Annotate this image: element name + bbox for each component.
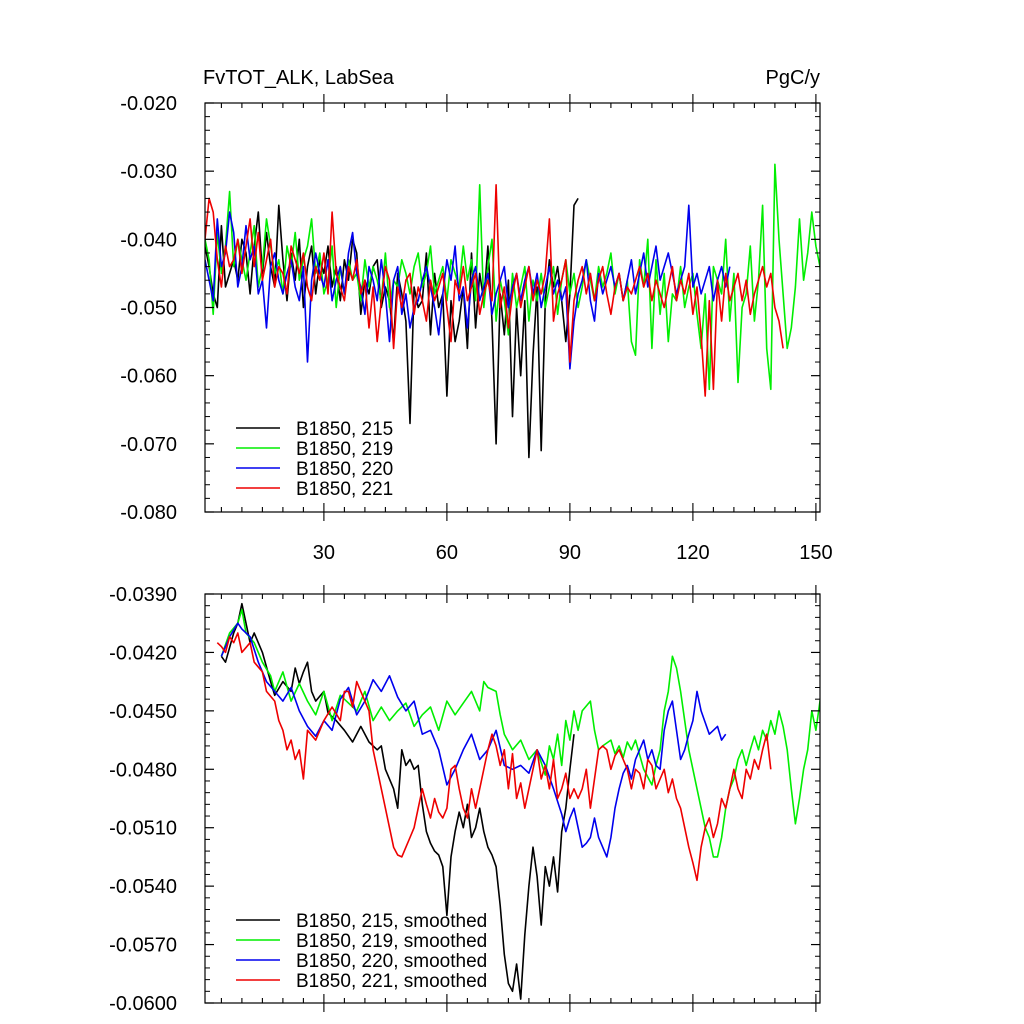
y-tick-label: -0.0600	[109, 993, 177, 1015]
x-tick-label: 150	[799, 542, 832, 564]
y-tick-label: -0.040	[120, 229, 177, 251]
y-tick-label: -0.030	[120, 161, 177, 183]
y-tick-label: -0.020	[120, 93, 177, 115]
chart-units: PgC/y	[766, 67, 820, 89]
plot-frame	[204, 593, 821, 1004]
panel-1: -0.080 -0.070 -0.060 -0.050 -0.040 -0.030 -0.0…	[120, 93, 832, 564]
legend-label: B1850, 215	[296, 419, 393, 440]
series-line-3	[205, 204, 731, 370]
y-tick-label: -0.050	[120, 298, 177, 320]
y-tick-label: -0.080	[120, 502, 177, 524]
x-tick-label: 60	[436, 542, 458, 564]
panel-2: -0.0600 -0.0570 -0.0540 -0.0510 -0.0480 -0.04…	[109, 584, 821, 1015]
y-tick-label: -0.060	[120, 366, 177, 388]
legend-label: B1850, 220	[296, 459, 393, 480]
legend-label: B1850, 215, smoothed	[296, 911, 487, 932]
y-tick-label: -0.0450	[109, 701, 177, 723]
legend-label: B1850, 221	[296, 479, 393, 500]
legend-label: B1850, 221, smoothed	[296, 971, 487, 992]
series-line-4	[216, 632, 772, 882]
x-tick-label: 30	[313, 542, 335, 564]
x-tick-label: 90	[559, 542, 581, 564]
series-line-4	[205, 184, 784, 397]
legend-label: B1850, 219, smoothed	[296, 931, 487, 952]
series-group	[216, 602, 820, 1000]
series-line-2	[205, 163, 820, 391]
x-tick-label: 120	[676, 542, 709, 564]
legend-label: B1850, 220, smoothed	[296, 951, 487, 972]
y-tick-label: -0.0390	[109, 584, 177, 606]
y-tick-label: -0.070	[120, 434, 177, 456]
chart-title: FvTOT_ALK, LabSea	[203, 67, 395, 89]
y-tick-label: -0.0510	[109, 818, 177, 840]
y-tick-label: -0.0420	[109, 642, 177, 664]
panels-group: -0.080 -0.070 -0.060 -0.050 -0.040 -0.030 -0.0…	[109, 93, 832, 1015]
y-tick-label: -0.0570	[109, 935, 177, 957]
y-tick-label: -0.0540	[109, 876, 177, 898]
y-tick-label: -0.0480	[109, 759, 177, 781]
series-group	[205, 163, 820, 459]
series-line-3	[220, 622, 727, 858]
legend-label: B1850, 219	[296, 439, 393, 460]
